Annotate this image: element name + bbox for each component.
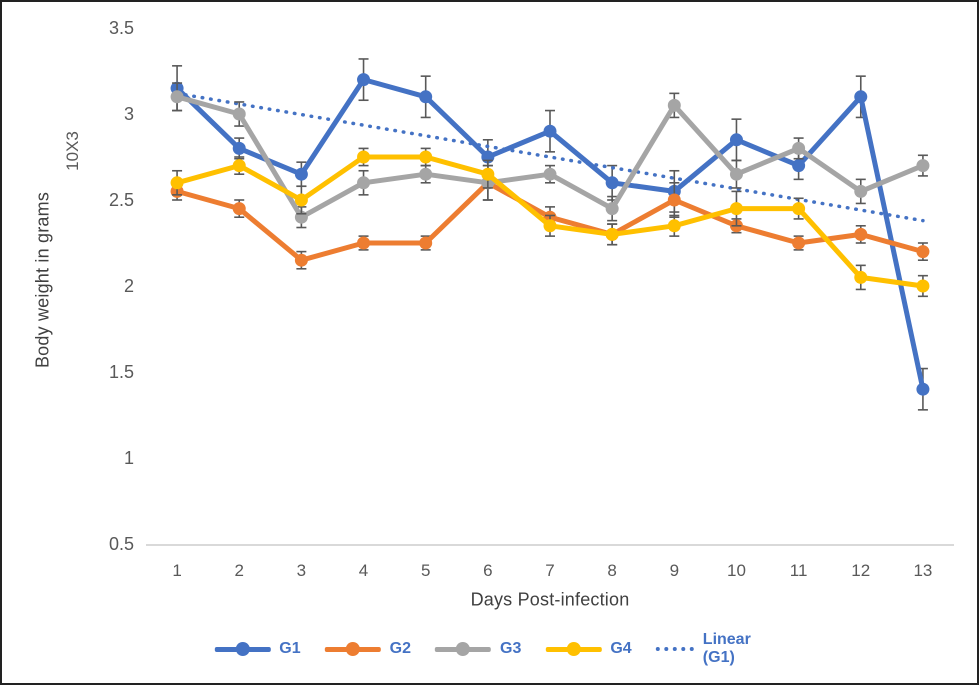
data-point-G4-day12 (854, 270, 868, 284)
legend-item-g3[interactable]: G3 (434, 640, 522, 658)
x-axis-title: Days Post-infection (470, 589, 630, 610)
x-tick-label: 10 (727, 561, 746, 580)
x-tick-label: 3 (297, 561, 306, 580)
data-point-G2-day3 (294, 253, 308, 267)
y-tick-label: 3.5 (109, 18, 134, 38)
data-point-G2-day13 (916, 245, 930, 259)
x-tick-label: 13 (913, 561, 932, 580)
data-point-G4-day5 (419, 150, 433, 164)
x-tick-label: 9 (670, 561, 679, 580)
data-point-G1-day12 (854, 90, 868, 104)
data-point-G2-day2 (232, 202, 246, 216)
data-point-G3-day2 (232, 107, 246, 121)
y-tick-label: 0.5 (109, 534, 134, 554)
x-tick-label: 2 (234, 561, 243, 580)
legend-dotted-line-sample (655, 647, 694, 651)
data-point-G1-day7 (543, 124, 557, 138)
legend-item-g4[interactable]: G4 (545, 640, 632, 658)
data-point-G4-day3 (294, 193, 308, 207)
legend-label: Linear (G1) (702, 631, 751, 666)
data-point-G4-day11 (792, 202, 806, 216)
data-point-G3-day1 (170, 90, 184, 104)
data-point-G4-day2 (232, 159, 246, 173)
data-point-G1-day13 (916, 382, 930, 396)
legend-item-linear-g1[interactable]: Linear (G1) (655, 631, 765, 667)
y-tick-label: 1.5 (109, 362, 134, 382)
y-tick-label: 1 (124, 448, 134, 468)
data-point-G1-day10 (729, 133, 743, 147)
legend-marker-icon (566, 642, 581, 656)
data-point-G1-day3 (294, 167, 308, 181)
legend-label: G2 (389, 640, 411, 657)
data-point-G3-day8 (605, 202, 619, 216)
x-tick-label: 6 (483, 561, 492, 580)
legend-marker-icon (455, 642, 470, 656)
x-tick-label: 1 (172, 561, 181, 580)
data-point-G4-day1 (170, 176, 184, 190)
data-point-G2-day4 (357, 236, 371, 250)
x-tick-label: 12 (851, 561, 870, 580)
data-point-G3-day12 (854, 184, 868, 198)
legend-marker-icon (345, 642, 360, 656)
x-tick-label: 11 (790, 561, 808, 580)
x-tick-label: 8 (607, 561, 616, 580)
data-point-G3-day5 (419, 167, 433, 181)
data-point-G3-day13 (916, 159, 930, 173)
data-point-G4-day6 (481, 167, 495, 181)
legend-item-g2[interactable]: G2 (324, 640, 411, 658)
legend-marker-icon (235, 642, 250, 656)
legend-line-sample-g3 (434, 642, 491, 656)
data-point-G4-day10 (729, 202, 743, 216)
data-point-G1-day4 (357, 73, 371, 87)
y-tick-label: 2.5 (109, 190, 134, 210)
data-point-G1-day8 (605, 176, 619, 190)
data-point-G2-day12 (854, 227, 868, 241)
y-axis-units-label: 10X3 (63, 131, 82, 171)
legend-line-sample-g2 (324, 642, 381, 656)
data-point-G4-day13 (916, 279, 930, 293)
data-point-G3-day7 (543, 167, 557, 181)
legend-line-sample-g1 (214, 642, 271, 656)
data-point-G4-day8 (605, 227, 619, 241)
data-point-G1-day2 (232, 141, 246, 155)
data-point-G1-day5 (419, 90, 433, 104)
y-tick-label: 3 (124, 104, 134, 124)
chart-legend: G1 G2 G3 G4 Linear (G1) (214, 631, 764, 666)
legend-line-sample-g4 (545, 642, 602, 656)
data-point-G3-day10 (729, 167, 743, 181)
legend-item-g1[interactable]: G1 (214, 640, 301, 658)
x-tick-label: 7 (545, 561, 554, 580)
data-point-G2-day5 (419, 236, 433, 250)
data-point-G4-day9 (667, 219, 681, 233)
data-point-G2-day9 (667, 193, 681, 207)
data-point-G4-day7 (543, 219, 557, 233)
legend-label: G3 (499, 640, 522, 657)
data-point-G3-day4 (357, 176, 371, 190)
legend-label: G4 (610, 640, 632, 657)
x-tick-label: 4 (359, 561, 368, 580)
data-point-G1-day11 (792, 159, 806, 173)
data-point-G2-day11 (792, 236, 806, 250)
data-point-G4-day4 (357, 150, 371, 164)
data-point-G3-day9 (667, 98, 681, 112)
data-point-G3-day11 (792, 141, 806, 155)
y-tick-label: 2 (124, 276, 134, 296)
x-tick-label: 5 (421, 561, 430, 580)
y-axis-title: Body weight in grams (32, 191, 53, 369)
legend-label: G1 (279, 640, 301, 657)
